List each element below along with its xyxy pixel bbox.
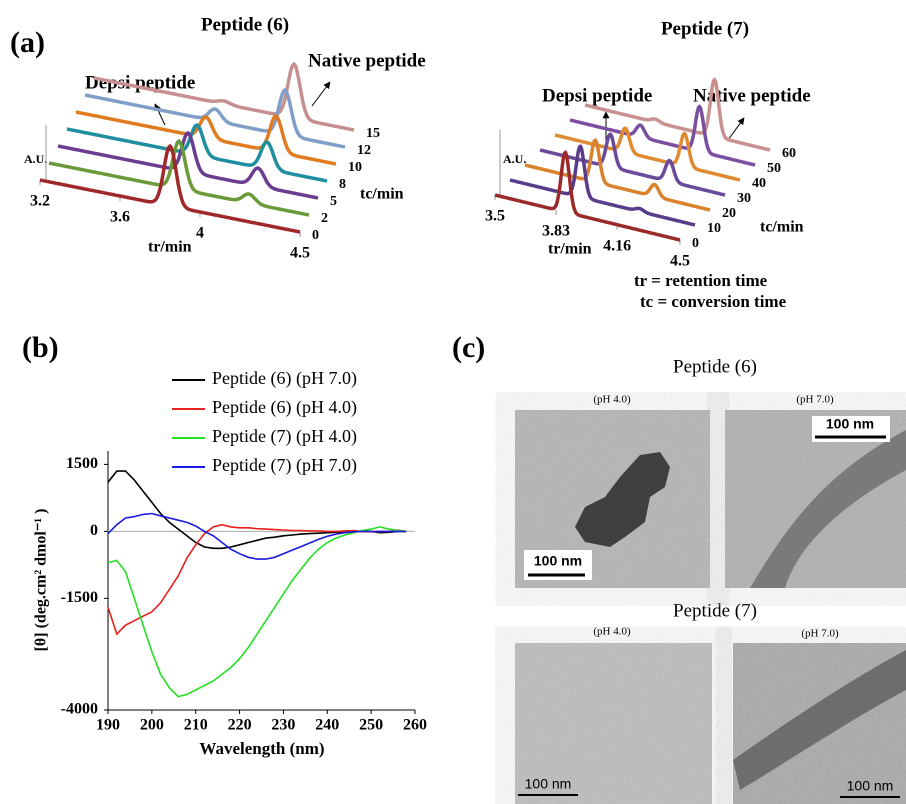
z-tick-label: 40 [752,176,766,191]
trace [584,77,771,152]
trace [75,110,337,166]
z-tick-label: 30 [737,191,751,206]
annotation: Depsi peptide [542,85,652,106]
chart-title: Peptide (6) [201,14,289,35]
legend-label: Peptide (6) (pH 4.0) [212,397,357,418]
annotation: Native peptide [693,85,811,106]
x-tick-label: 250 [359,717,383,734]
trace [539,132,726,197]
trace [57,131,319,200]
x-axis-label: Wavelength (nm) [199,739,324,758]
fibril [733,650,906,790]
note: tr = retention time [634,271,768,290]
y-tick-label: 1500 [66,455,98,472]
arrow [311,81,331,107]
series-line [107,523,407,636]
tem-image: 100 nm [733,643,906,804]
x-tick-label: 260 [403,717,427,734]
image-caption: (pH 4.0) [593,394,631,406]
legend-label: Peptide (7) (pH 7.0) [212,455,357,476]
x-tick-label: 3.2 [30,193,50,210]
z-tick-label: 2 [321,211,328,226]
z-tick-label: 15 [366,126,380,141]
z-tick-label: 10 [707,221,721,236]
tem-image: 100 nm [725,410,906,588]
trace [93,62,355,132]
panel-label: (c) [452,331,485,364]
x-axis-label: tr/min [148,239,192,256]
fibril [750,430,906,588]
image-caption: (pH 7.0) [801,628,839,640]
z-tick-label: 60 [782,146,796,161]
z-axis-label: tc/min [760,219,804,236]
z-tick-label: 5 [330,194,337,209]
scale-label: 100 nm [534,553,582,569]
z-tick-label: 50 [767,161,781,176]
tem-image: 100 nm [515,410,710,588]
z-tick-label: 12 [357,143,371,158]
arrow [154,103,166,126]
tem-image: 100 nm [515,643,712,804]
trace [524,138,711,212]
series-line [107,470,407,550]
image-caption: (pH 4.0) [593,626,631,638]
x-tick-label: 240 [315,717,339,734]
tem-title: Peptide (6) [673,356,757,377]
chart-title: Peptide (7) [661,18,749,39]
x-tick-label: 200 [140,717,164,734]
x-tick-label: 190 [96,717,120,734]
y-tick-label: -1500 [61,589,98,606]
trace [569,104,756,167]
y-tick-label: -4000 [61,701,98,718]
tem-title: Peptide (7) [673,600,757,621]
z-tick-label: 8 [339,177,346,192]
aggregate [575,452,670,547]
scale-label: 100 nm [525,776,572,792]
z-tick-label: 10 [348,160,362,175]
y-axis-label: [θ] (deg.cm² dmol⁻¹ ) [33,509,50,652]
trace [48,139,310,217]
legend-label: Peptide (7) (pH 4.0) [212,426,357,447]
scale-label: 100 nm [847,778,894,794]
z-tick-label: 0 [312,228,319,243]
trace [509,144,696,227]
x-tick-label: 3.83 [542,223,570,240]
x-tick-label: 220 [228,717,252,734]
x-tick-label: 210 [184,717,208,734]
z-tick-label: 20 [722,206,736,221]
x-tick-label: 4 [196,225,204,242]
y-axis-label: A.U. [503,152,526,166]
series-line [107,512,407,560]
trace [39,144,301,234]
annotation: Depsi peptide [85,72,195,93]
y-tick-label: 0 [90,522,98,539]
z-axis-label: tc/min [360,186,404,203]
x-tick-label: 3.5 [485,208,505,225]
legend-label: Peptide (6) (pH 7.0) [212,368,357,389]
trace [494,150,681,242]
trace [66,123,328,183]
x-tick-label: 4.16 [603,237,631,254]
trace [84,88,346,149]
x-tick-label: 3.6 [110,209,130,226]
y-axis-label: A.U. [24,152,47,166]
trace [554,126,741,182]
x-tick-label: 4.5 [670,253,690,270]
panel-label: (b) [22,331,59,364]
x-tick-label: 230 [271,717,295,734]
x-axis-label: tr/min [548,241,592,258]
image-texture [515,643,712,804]
note: tc = conversion time [640,292,787,311]
annotation: Native peptide [308,50,426,71]
arrow [727,117,745,141]
scale-label: 100 nm [826,416,874,432]
panel-label: (a) [10,26,45,59]
image-caption: (pH 7.0) [796,394,834,406]
z-tick-label: 0 [692,236,699,251]
x-tick-label: 4.5 [290,245,310,262]
